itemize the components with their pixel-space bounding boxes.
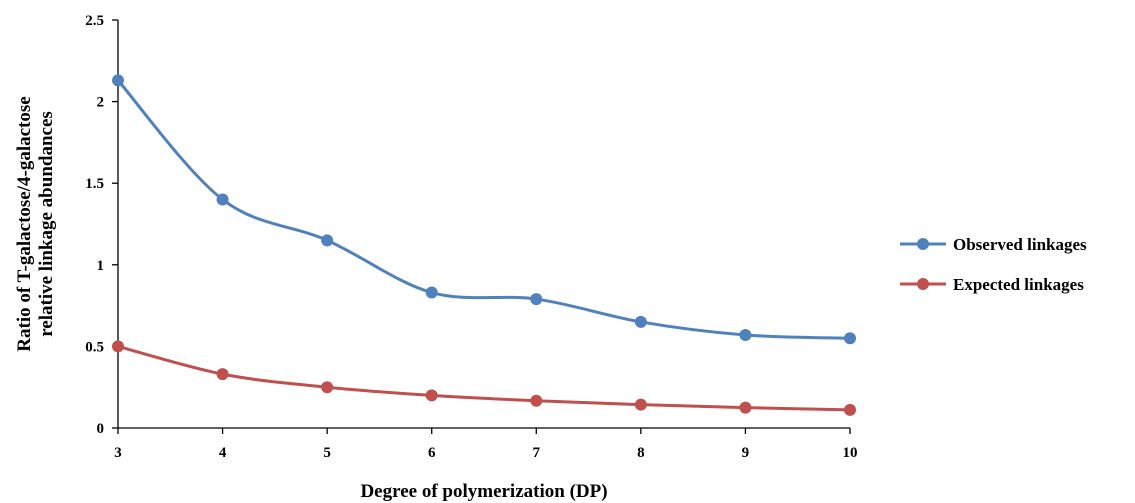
data-point-expected-linkages [844, 403, 856, 416]
series-observed-linkages [112, 74, 856, 345]
data-point-observed-linkages [425, 286, 438, 299]
legend: Observed linkages Expected linkages [900, 235, 1087, 294]
y-axis-title-line-1: Ratio of T-galactose/4-galactose [14, 96, 35, 351]
y-axis-title-line-2: relative linkage abundances [36, 111, 57, 337]
x-ticks: 3 4 5 6 7 8 9 10 [114, 428, 858, 461]
series-layer [112, 74, 856, 416]
x-tick-label: 10 [843, 445, 858, 461]
data-point-observed-linkages [321, 234, 334, 247]
series-line-observed-linkages [116, 79, 851, 340]
x-tick-label: 6 [428, 445, 436, 461]
data-point-observed-linkages [216, 193, 229, 206]
x-tick-label: 5 [323, 445, 331, 461]
legend-item-observed: Observed linkages [900, 235, 1087, 254]
y-tick-label: 2 [97, 95, 105, 111]
data-point-expected-linkages [112, 340, 124, 353]
data-point-observed-linkages [739, 328, 752, 341]
legend-swatch-marker-observed [917, 238, 929, 250]
axes [117, 20, 850, 429]
y-axis-title: Ratio of T-galactose/4-galactose relativ… [14, 96, 57, 351]
data-point-expected-linkages [530, 394, 543, 407]
y-tick-label: 1 [97, 258, 105, 274]
x-tick-label: 7 [533, 445, 541, 461]
x-tick-label: 9 [742, 445, 750, 461]
y-tick-label: 0.5 [85, 339, 104, 355]
data-point-expected-linkages [634, 398, 647, 411]
legend-label-expected: Expected linkages [953, 275, 1084, 294]
x-tick-label: 3 [114, 445, 122, 461]
x-tick-label: 8 [637, 445, 645, 461]
data-point-expected-linkages [739, 401, 752, 414]
data-point-expected-linkages [321, 381, 334, 394]
x-tick-label: 4 [219, 445, 227, 461]
x-axis-title: Degree of polymerization (DP) [360, 481, 607, 502]
data-point-observed-linkages [530, 293, 543, 306]
legend-swatch-marker-expected [917, 278, 929, 290]
data-point-observed-linkages [634, 315, 647, 328]
legend-item-expected: Expected linkages [900, 275, 1084, 294]
data-point-observed-linkages [112, 74, 124, 87]
y-ticks: 0 0.5 1 1.5 2 2.5 [85, 13, 118, 437]
y-tick-label: 0 [97, 421, 105, 437]
y-tick-label: 2.5 [85, 13, 104, 29]
series-expected-linkages [112, 340, 856, 416]
data-point-expected-linkages [216, 368, 229, 381]
series-line-expected-linkages [117, 344, 851, 412]
legend-label-observed: Observed linkages [953, 235, 1087, 254]
data-point-observed-linkages [844, 332, 856, 345]
data-point-expected-linkages [425, 389, 438, 402]
y-tick-label: 1.5 [85, 176, 104, 192]
